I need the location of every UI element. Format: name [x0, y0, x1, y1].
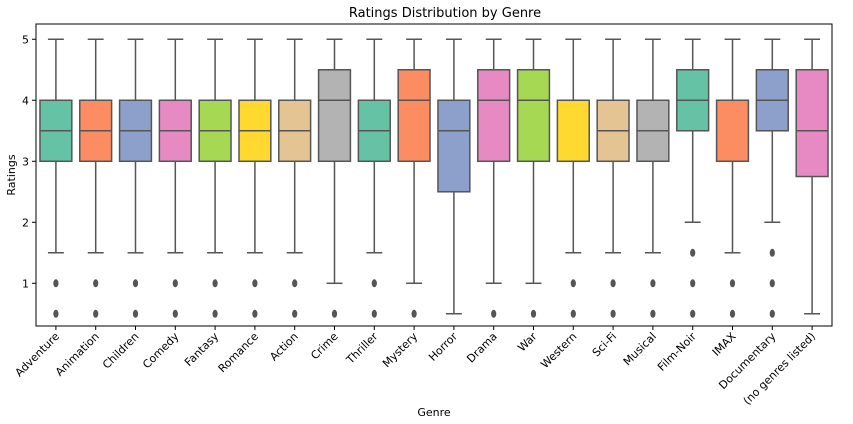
- outlier-point: [650, 279, 656, 288]
- box-group: [357, 38, 391, 318]
- x-tick-label: Animation: [53, 330, 102, 379]
- x-tick-label: War: [515, 330, 540, 355]
- y-tick-label: 5: [22, 33, 29, 46]
- x-tick-label: Western: [538, 330, 579, 371]
- y-axis: 1 2 3 4 5: [22, 33, 36, 290]
- box-iqr: [397, 69, 431, 163]
- outlier-point: [132, 309, 139, 318]
- outlier-point: [371, 309, 377, 318]
- x-tick-label: Drama: [464, 330, 499, 365]
- box-group: [516, 38, 551, 318]
- outlier-point: [53, 279, 59, 288]
- x-axis-title: Genre: [417, 406, 451, 419]
- outlier-point: [212, 309, 218, 318]
- outlier-point: [252, 309, 258, 318]
- box-group: [715, 38, 750, 318]
- outlier-point: [53, 309, 59, 318]
- outlier-point: [93, 279, 99, 288]
- box-group: [198, 38, 232, 318]
- box-iqr: [715, 99, 750, 163]
- x-tick-label: Children: [100, 330, 142, 372]
- x-tick-label: Romance: [216, 330, 262, 376]
- outlier-point: [650, 309, 656, 318]
- box-group: [278, 38, 312, 318]
- outlier-point: [172, 279, 178, 288]
- x-tick-label: Sci-Fi: [590, 330, 619, 359]
- box-iqr: [477, 69, 511, 163]
- y-tick-label: 4: [22, 94, 29, 107]
- y-tick-label: 2: [22, 216, 29, 229]
- plot-frame: [35, 23, 833, 327]
- box-iqr: [795, 69, 829, 178]
- box-group: [755, 38, 789, 318]
- box-group: [317, 38, 352, 318]
- box-group: [795, 38, 829, 315]
- box-group: [118, 38, 153, 318]
- outlier-point: [690, 248, 696, 257]
- outlier-point: [491, 309, 497, 318]
- y-tick-label: 1: [22, 277, 29, 290]
- outlier-point: [690, 279, 696, 288]
- x-tick-label: Musical: [621, 330, 659, 368]
- outlier-point: [610, 279, 616, 288]
- box-group: [636, 38, 670, 318]
- outlier-point: [769, 279, 775, 288]
- x-tick-label: (no genres listed): [741, 330, 819, 408]
- box-iqr: [556, 99, 590, 163]
- outlier-point: [132, 279, 139, 288]
- box-group: [676, 38, 710, 318]
- outlier-point: [411, 309, 417, 318]
- outlier-point: [690, 309, 696, 318]
- box-iqr: [437, 99, 471, 193]
- outlier-point: [729, 309, 736, 318]
- outlier-point: [93, 309, 99, 318]
- box-group: [39, 38, 73, 318]
- box-group: [596, 38, 630, 318]
- x-tick-label: Thriller: [343, 330, 381, 368]
- outlier-point: [570, 279, 576, 288]
- box-group: [397, 38, 431, 318]
- x-tick-label: IMAX: [710, 330, 739, 359]
- box-group: [477, 38, 511, 318]
- outlier-point: [212, 279, 218, 288]
- x-tick-label: Comedy: [140, 330, 182, 372]
- y-tick-label: 3: [22, 155, 29, 168]
- outlier-point: [729, 279, 736, 288]
- outlier-point: [331, 309, 338, 318]
- x-tick-label: Film-Noir: [655, 330, 699, 374]
- box-iqr: [317, 69, 352, 163]
- x-tick-label: Crime: [308, 330, 341, 363]
- x-tick-label: Mystery: [380, 330, 421, 371]
- outlier-point: [172, 309, 178, 318]
- outlier-point: [530, 309, 537, 318]
- box-iqr: [516, 69, 551, 163]
- outlier-point: [371, 279, 377, 288]
- box-group: [158, 38, 192, 318]
- outlier-point: [252, 279, 258, 288]
- chart-title: Ratings Distribution by Genre: [349, 6, 541, 21]
- boxes-layer: [39, 38, 829, 318]
- outlier-point: [769, 309, 775, 318]
- y-axis-title: Ratings: [5, 154, 18, 195]
- outlier-point: [292, 279, 298, 288]
- box-group: [437, 38, 471, 315]
- outlier-point: [610, 309, 616, 318]
- box-group: [238, 38, 272, 318]
- outlier-point: [769, 248, 775, 257]
- outlier-point: [570, 309, 576, 318]
- x-tick-label: Fantasy: [182, 330, 221, 369]
- outlier-point: [292, 309, 298, 318]
- box-group: [556, 38, 590, 318]
- x-tick-label: Action: [267, 330, 301, 364]
- x-tick-label: Horror: [426, 330, 460, 364]
- box-group: [79, 38, 113, 318]
